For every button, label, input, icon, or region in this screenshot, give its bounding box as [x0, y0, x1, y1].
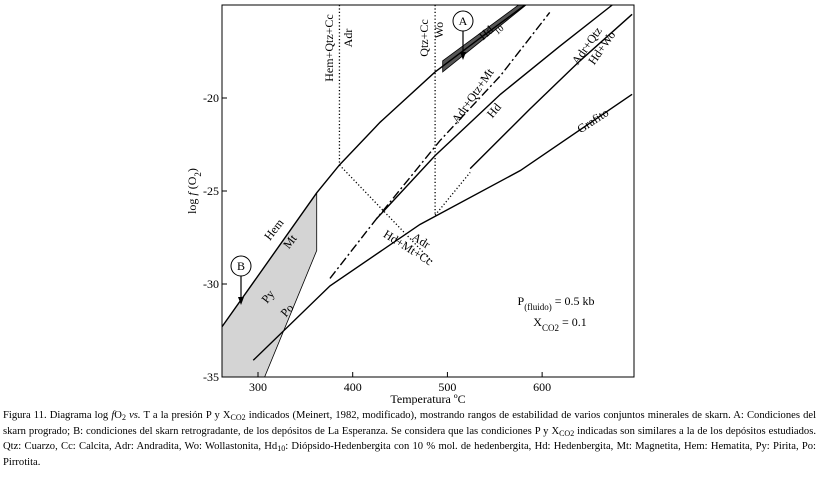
caption-run: 2 [121, 413, 126, 422]
text-run: CO2 [542, 323, 559, 333]
text-run: Hd [484, 100, 504, 120]
caption-run: O [114, 410, 122, 421]
figure-caption: Figura 11. Diagrama log fO2 vs. T a la p… [3, 408, 816, 470]
phase-boundary [252, 93, 633, 361]
x-tick-label: 500 [438, 380, 456, 394]
text-run: Temperatura ºC [390, 392, 465, 405]
y-tick-label: -20 [203, 91, 219, 105]
text-run: log [185, 196, 199, 214]
field-label: Adr [341, 29, 355, 48]
caption-run: : Diópsido-Hedenbergita con 10 % mol. de… [3, 441, 816, 468]
y-tick-label: -35 [203, 370, 219, 384]
text-run: Hem+Qtz+Cc [322, 14, 336, 82]
phase-boundary [469, 13, 633, 170]
y-tick-label: -25 [203, 184, 219, 198]
caption-run: Figura 11. Diagrama log [3, 410, 112, 421]
text-run: Grafito [574, 105, 611, 136]
field-label: Wo [432, 22, 446, 38]
x-axis-label: Temperatura ºC [390, 392, 465, 405]
caption-run: f [111, 410, 115, 421]
text-run: (fluido) [524, 302, 552, 312]
field-label: Grafito [574, 105, 611, 136]
caption-run: CO2 [559, 428, 575, 438]
y-axis-label: log f (O2) [185, 168, 203, 214]
phase-boundary [375, 4, 613, 220]
caption-run: T a la presión P y X [140, 410, 231, 421]
text-run: (O [185, 176, 199, 192]
arrow-head [238, 297, 244, 305]
text-run: B [237, 259, 245, 273]
caption-run: 10 [277, 444, 286, 453]
field-label: Qtz+Cc [417, 19, 431, 56]
field-label: XCO2 = 0.1 [533, 315, 586, 333]
text-run: = 0.5 kb [552, 294, 595, 308]
text-run: X [533, 315, 542, 329]
y-tick-label: -30 [203, 277, 219, 291]
text-run: P [518, 294, 525, 308]
field-label: P(fluido) = 0.5 kb [518, 294, 595, 312]
field-label: Hd [484, 100, 504, 120]
arrow-head [460, 52, 466, 60]
caption-run: indicados (Meinert, 1982, modificado), m… [3, 410, 817, 437]
caption-run: vs. [129, 410, 141, 421]
text-run: A [459, 14, 468, 28]
text-run: Adr [341, 29, 355, 48]
phase-boundary [434, 171, 471, 216]
field-label: A [459, 14, 468, 28]
caption-run: CO2 [230, 413, 246, 422]
text-run: f [185, 191, 199, 196]
field-label: B [237, 259, 245, 273]
caption-run: indicadas son similares a la de los depó… [3, 425, 816, 453]
field-label: Hem+Qtz+Cc [322, 14, 336, 82]
x-tick-label: 600 [533, 380, 551, 394]
stability-field [221, 191, 318, 378]
text-run: Qtz+Cc [417, 19, 431, 56]
chart: 300 400 500 600 -20 -25 -30 -35 Temperatura ºC lo… [185, 4, 635, 405]
text-run: Wo [432, 22, 446, 38]
phase-boundary [329, 12, 551, 279]
x-tick-label: 400 [344, 380, 362, 394]
text-run: = 0.1 [559, 315, 587, 329]
phase-boundary [221, 4, 526, 328]
text-run: ) [185, 168, 199, 172]
text-run: 2 [193, 172, 203, 177]
x-tick-label: 300 [249, 380, 267, 394]
